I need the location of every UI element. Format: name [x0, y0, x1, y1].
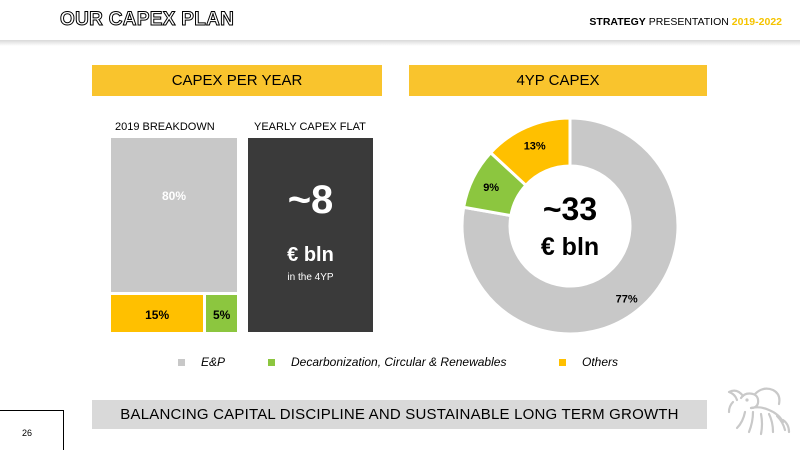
donut-label-others: 13% — [524, 140, 546, 152]
legend-label-decarb: Decarbonization, Circular & Renewables — [291, 355, 507, 369]
bottom-banner: BALANCING CAPITAL DISCIPLINE AND SUSTAIN… — [92, 400, 707, 429]
legend-item-ep: E&P — [178, 355, 225, 369]
donut-label-decarb: 9% — [483, 182, 499, 194]
breakdown-segment-others: 15% — [111, 294, 204, 332]
legend-swatch-ep — [178, 358, 185, 366]
presentation-label-presentation: PRESENTATION — [645, 16, 732, 28]
yearly-capex-box: ~8 € bln in the 4YP — [248, 138, 373, 332]
presentation-label-strategy: STRATEGY — [589, 16, 646, 28]
breakdown-label-ep: 80% — [161, 188, 187, 203]
capex-per-year-title: CAPEX PER YEAR — [92, 65, 382, 96]
yearly-capex-value: ~8 — [287, 178, 334, 222]
flat-label: YEARLY CAPEX FLAT — [254, 121, 366, 133]
breakdown-label: 2019 BREAKDOWN — [115, 121, 215, 133]
six-legged-dog-logo-icon — [727, 387, 791, 436]
yearly-capex-unit: € bln — [287, 244, 334, 266]
legend-swatch-others — [559, 358, 566, 366]
legend-item-others: Others — [559, 355, 618, 369]
breakdown-label-decarb: 5% — [212, 307, 231, 322]
yearly-capex-note: in the 4YP — [287, 272, 334, 283]
legend-item-decarb: Decarbonization, Circular & Renewables — [268, 355, 506, 369]
legend-swatch-decarb — [268, 358, 275, 366]
breakdown-segment-decarb: 5% — [206, 294, 237, 332]
legend-label-ep: E&P — [201, 355, 226, 369]
header-bar — [0, 0, 800, 43]
header-shadow — [0, 40, 800, 46]
donut-slice-ep — [460, 116, 680, 336]
donut-slice-others — [488, 116, 572, 188]
presentation-label: STRATEGY PRESENTATION 2019-2022 — [589, 16, 782, 28]
4yp-capex-title: 4YP CAPEX — [409, 65, 707, 96]
page-number: 26 — [0, 410, 64, 450]
breakdown-segment-ep: 80% — [111, 138, 237, 292]
legend-label-others: Others — [582, 355, 619, 369]
presentation-label-year: 2019-2022 — [731, 16, 782, 28]
donut-center-value: ~33 — [542, 191, 598, 227]
donut-label-ep: 77% — [616, 293, 638, 305]
breakdown-label-others: 15% — [145, 307, 170, 322]
donut-center-unit: € bln — [540, 233, 600, 261]
page-title: OUR CAPEX PLAN — [59, 9, 235, 31]
